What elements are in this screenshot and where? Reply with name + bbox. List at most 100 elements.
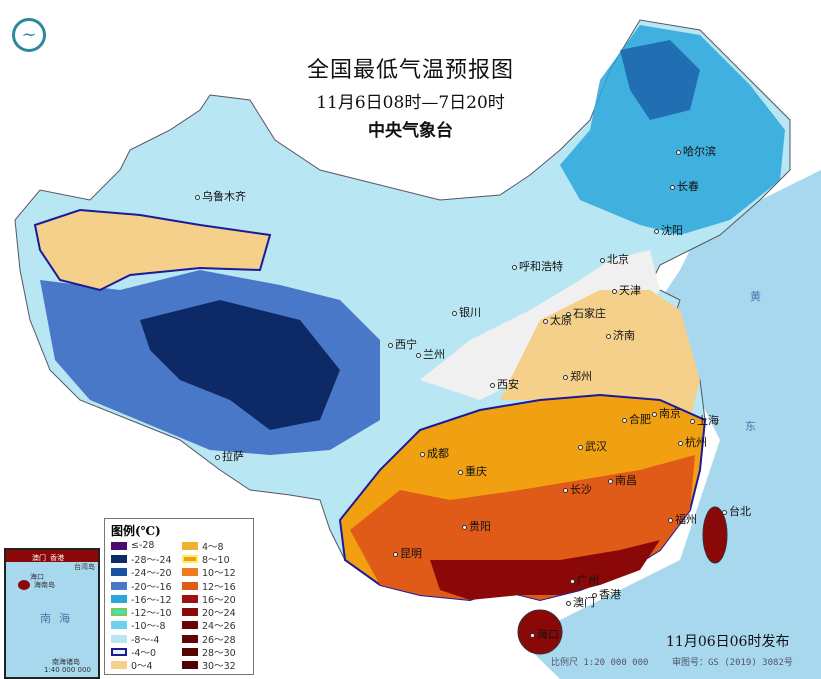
legend-label: 28～30 (202, 648, 236, 660)
legend-label: -8～-4 (131, 634, 160, 646)
forecast-period: 11月6日08时—7日20时 (316, 93, 505, 113)
city-label: 西安 (490, 376, 519, 392)
legend-item: -20～-16 (111, 579, 182, 593)
legend-label: 4～8 (202, 541, 224, 553)
city-label: 拉萨 (215, 448, 244, 464)
legend-item: 28～30 (182, 645, 253, 660)
review-number: 审图号：GS (2019) 3082号 (672, 658, 793, 668)
legend-label: 8～10 (202, 554, 230, 566)
city-label: 南昌 (608, 472, 637, 488)
legend-label: -12～-10 (131, 608, 172, 620)
city-label: 杭州 (678, 434, 707, 450)
legend-item: -16～-12 (111, 592, 182, 606)
city-label: 贵阳 (462, 518, 491, 534)
legend-item: 4～8 (182, 539, 253, 553)
inset-label: 海口 (30, 573, 44, 581)
city-label: 长春 (670, 178, 699, 194)
city-label: 天津 (612, 282, 641, 298)
legend-item: 30～32 (182, 659, 253, 672)
legend-swatch (182, 594, 198, 603)
legend-item: 10～12 (182, 566, 253, 579)
legend-swatch (111, 554, 127, 563)
city-label: 海口 (530, 626, 559, 642)
legend-item: -24～-20 (111, 566, 182, 579)
map-title: 全国最低气温预报图 (306, 58, 514, 83)
legend-swatch (111, 568, 127, 577)
legend-label: 26～28 (202, 634, 236, 646)
city-label: 乌鲁木齐 (195, 188, 246, 204)
sea-label: 黄 (750, 289, 761, 303)
legend-label: ≤-28 (131, 540, 155, 552)
legend-item: 16～20 (182, 592, 253, 606)
city-label: 哈尔滨 (676, 143, 716, 159)
legend-label: 20～24 (202, 608, 236, 620)
legend-swatch (182, 621, 198, 630)
issuer: 中央气象台 (368, 121, 453, 141)
legend-item: 20～24 (182, 605, 253, 620)
city-label: 济南 (606, 327, 635, 343)
city-label: 福州 (668, 511, 697, 527)
zone-plateau-core (140, 300, 340, 430)
city-label: 澳门 (566, 594, 595, 610)
legend-label: -4～0 (131, 648, 157, 660)
city-label: 呼和浩特 (512, 258, 563, 274)
city-label: 重庆 (458, 463, 487, 479)
legend-item: ≤-28 (111, 539, 182, 552)
legend-swatch (111, 621, 127, 630)
city-label: 香港 (592, 586, 621, 602)
city-label: 沈阳 (654, 222, 683, 238)
legend-item: 24～26 (182, 619, 253, 632)
legend-swatch (111, 661, 127, 670)
city-label: 武汉 (578, 438, 607, 454)
legend-label: -10～-8 (131, 621, 166, 633)
legend-swatch (111, 581, 127, 590)
legend-swatch (111, 594, 127, 603)
legend-swatch (182, 608, 198, 617)
city-label: 台北 (722, 503, 751, 519)
city-label: 兰州 (416, 346, 445, 362)
city-label: 郑州 (563, 368, 592, 384)
sea-label: 东 (745, 420, 756, 433)
legend-swatch (182, 661, 198, 670)
legend-label: 0～4 (131, 661, 153, 673)
legend-item: -28～-24 (111, 552, 182, 566)
zone-coast-hottest (430, 540, 660, 600)
city-label: 成都 (420, 445, 449, 461)
legend-label: 30～32 (202, 661, 236, 673)
legend-item: -10～-8 (111, 619, 182, 632)
legend-swatch (111, 608, 127, 617)
legend-label: -24～-20 (131, 568, 172, 580)
sea (520, 170, 821, 679)
zone-northeast-core (620, 40, 700, 120)
city-label: 银川 (452, 304, 481, 320)
city-label: 太原 (543, 312, 572, 328)
publish-time: 11月06日06时发布 (666, 634, 790, 650)
city-label: 上海 (690, 412, 719, 428)
legend: 图例(℃) ≤-28 -28～-24 -24～-20 -20～-16 -16～-12 -1… (104, 518, 254, 675)
legend-item: -12～-10 (111, 605, 182, 620)
city-label: 南京 (652, 405, 681, 421)
city-label: 广州 (570, 572, 599, 588)
legend-label: 16～20 (202, 594, 236, 606)
legend-item: 12～16 (182, 579, 253, 593)
zone-northeast-cold (560, 25, 785, 235)
legend-swatch (182, 554, 198, 563)
map-scale: 比例尺 1:20 000 000 (551, 658, 649, 668)
city-label: 昆明 (393, 545, 422, 561)
legend-swatch (182, 581, 198, 590)
inset-label: 南海诸岛 (52, 658, 80, 666)
inset-label: 澳门 (32, 554, 46, 562)
legend-title: 图例(℃) (111, 524, 161, 538)
legend-label: 10～12 (202, 568, 236, 580)
legend-item: 0～4 (111, 659, 182, 672)
legend-swatch (182, 568, 198, 577)
legend-label: -28～-24 (131, 554, 172, 566)
city-label: 北京 (600, 251, 629, 267)
legend-swatch (111, 541, 127, 550)
legend-item: -4～0 (111, 645, 182, 660)
legend-swatch (182, 634, 198, 643)
legend-label: -20～-16 (131, 581, 172, 593)
legend-label: -16～-12 (131, 594, 172, 606)
legend-item: 8～10 (182, 552, 253, 566)
legend-label: 12～16 (202, 581, 236, 593)
